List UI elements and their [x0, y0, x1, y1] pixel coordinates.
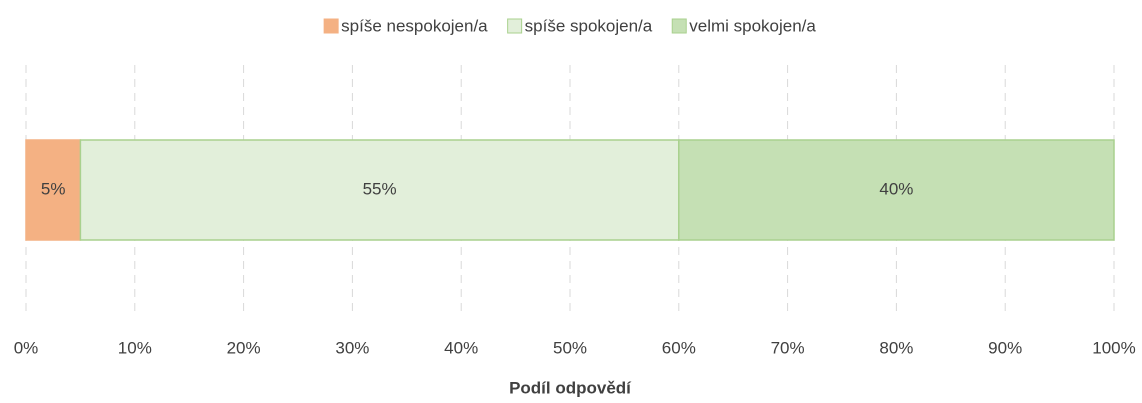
x-tick-label: 30%	[335, 338, 369, 357]
x-tick-label: 50%	[553, 338, 587, 357]
x-axis-title: Podíl odpovědí	[509, 378, 632, 397]
x-tick-label: 40%	[444, 338, 478, 357]
data-label: 5%	[41, 179, 66, 198]
legend-swatch	[507, 18, 523, 34]
legend-swatch	[323, 18, 339, 34]
bar-segment	[25, 139, 82, 241]
legend-swatch	[671, 18, 687, 34]
x-tick-label: 20%	[227, 338, 261, 357]
legend: spíše nespokojen/a spíše spokojen/a velmi …	[323, 16, 816, 35]
x-tick-label: 0%	[14, 338, 39, 357]
data-label: 55%	[363, 179, 397, 198]
x-tick-label: 100%	[1092, 338, 1135, 357]
data-label: 40%	[879, 179, 913, 198]
bar-segment	[678, 139, 1115, 241]
x-tick-label: 70%	[771, 338, 805, 357]
legend-label: spíše spokojen/a	[525, 16, 653, 35]
x-tick-label: 80%	[879, 338, 913, 357]
x-tick-label: 10%	[118, 338, 152, 357]
x-tick-label: 60%	[662, 338, 696, 357]
legend-label: velmi spokojen/a	[689, 16, 816, 35]
x-tick-label: 90%	[988, 338, 1022, 357]
legend-label: spíše nespokojen/a	[341, 16, 488, 35]
bar-segment	[79, 139, 680, 241]
